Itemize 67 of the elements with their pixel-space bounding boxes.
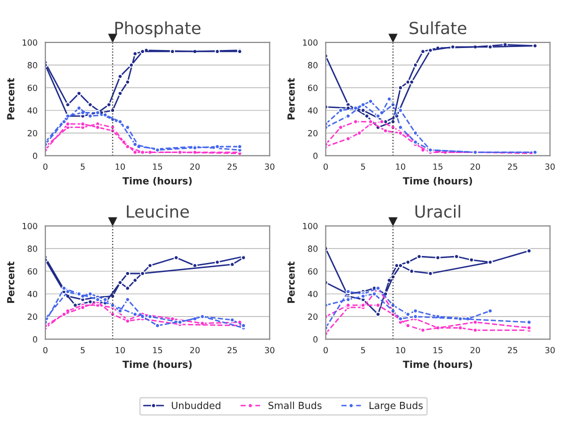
x-tick-label: 0 bbox=[43, 346, 48, 354]
legend-label: Small Buds bbox=[268, 402, 322, 410]
y-tick-label: 60 bbox=[308, 268, 318, 275]
x-tick-label: 5 bbox=[361, 164, 366, 170]
y-tick-label: 100 bbox=[22, 222, 38, 230]
x-tick-label: 5 bbox=[80, 347, 85, 354]
x-tick-label: 30 bbox=[545, 163, 555, 170]
y-tick-label: 0 bbox=[313, 152, 318, 159]
y-axis-title: Percent bbox=[7, 262, 14, 303]
chart-title: Phosphate bbox=[115, 21, 200, 38]
chart-title: Sulfate bbox=[410, 21, 466, 34]
x-tick-label: 20 bbox=[470, 163, 480, 170]
x-tick-label: 10 bbox=[396, 163, 406, 170]
x-tick-label: 20 bbox=[470, 346, 480, 354]
x-tick-label: 0 bbox=[43, 163, 48, 170]
x-tick-label: 5 bbox=[80, 164, 85, 170]
y-axis-title: Percent bbox=[288, 262, 295, 303]
y-tick-label: 80 bbox=[308, 246, 318, 252]
y-tick-label: 20 bbox=[28, 314, 38, 320]
y-tick-label: 20 bbox=[308, 314, 318, 320]
x-tick-label: 25 bbox=[508, 163, 518, 170]
y-tick-label: 80 bbox=[28, 246, 38, 252]
x-tick-label: 10 bbox=[396, 346, 406, 354]
chart-title: Uracil bbox=[415, 204, 460, 218]
y-tick-label: 100 bbox=[303, 222, 318, 230]
chart-title: Leucine bbox=[126, 204, 189, 218]
y-tick-label: 20 bbox=[308, 130, 318, 136]
y-tick-label: 100 bbox=[22, 39, 38, 46]
x-axis-title: Time (hours) bbox=[122, 360, 192, 370]
y-tick-label: 0 bbox=[32, 336, 38, 342]
y-axis-title: Percent bbox=[7, 78, 14, 120]
y-tick-label: 80 bbox=[28, 62, 38, 68]
legend-label: Unbudded bbox=[172, 402, 220, 410]
legend-label: Large Buds bbox=[370, 402, 423, 412]
x-tick-label: 15 bbox=[153, 164, 162, 170]
x-tick-label: 0 bbox=[324, 346, 328, 354]
y-tick-label: 20 bbox=[28, 130, 38, 136]
y-axis-title: Percent bbox=[288, 78, 295, 120]
y-tick-label: 40 bbox=[28, 107, 38, 114]
y-tick-label: 0 bbox=[313, 336, 318, 342]
x-tick-label: 10 bbox=[116, 346, 125, 354]
y-tick-label: 40 bbox=[308, 290, 318, 298]
x-tick-label: 10 bbox=[116, 163, 125, 170]
x-tick-label: 0 bbox=[324, 163, 328, 170]
x-tick-label: 15 bbox=[433, 164, 442, 170]
y-tick-label: 40 bbox=[308, 107, 318, 114]
x-tick-label: 20 bbox=[190, 346, 200, 354]
x-tick-label: 30 bbox=[264, 346, 274, 354]
x-axis-title: Time (hours) bbox=[402, 360, 472, 370]
y-tick-label: 40 bbox=[28, 290, 38, 298]
y-tick-label: 60 bbox=[28, 84, 38, 91]
y-tick-label: 60 bbox=[28, 268, 38, 275]
x-tick-label: 25 bbox=[228, 163, 237, 170]
x-tick-label: 25 bbox=[228, 346, 237, 354]
x-tick-label: 30 bbox=[264, 163, 274, 170]
x-tick-label: 20 bbox=[190, 163, 200, 170]
x-tick-label: 15 bbox=[153, 347, 162, 354]
x-tick-label: 15 bbox=[433, 347, 442, 354]
y-tick-label: 60 bbox=[308, 84, 318, 91]
x-tick-label: 30 bbox=[545, 346, 555, 354]
y-tick-label: 0 bbox=[32, 152, 38, 159]
y-tick-label: 80 bbox=[308, 62, 318, 68]
x-axis-title: Time (hours) bbox=[402, 176, 472, 186]
x-tick-label: 5 bbox=[361, 347, 366, 354]
x-axis-title: Time (hours) bbox=[122, 176, 192, 186]
x-tick-label: 25 bbox=[508, 346, 518, 354]
y-tick-label: 100 bbox=[303, 39, 318, 46]
